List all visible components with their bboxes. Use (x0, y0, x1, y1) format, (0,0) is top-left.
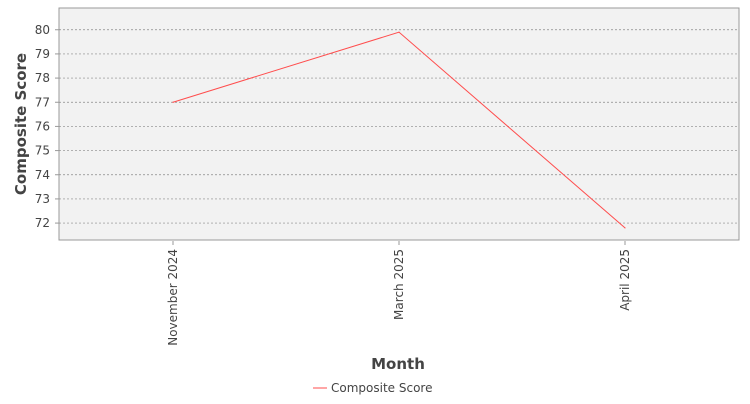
data-point (398, 31, 400, 33)
x-tick-label: November 2024 (166, 249, 180, 346)
x-tick-label: April 2025 (618, 249, 632, 311)
series-layer (172, 31, 626, 229)
y-tick-label: 73 (35, 192, 50, 206)
x-axis-ticks: November 2024 March 2025 April 2025 (166, 241, 632, 346)
data-point (624, 227, 626, 229)
y-tick-label: 77 (35, 95, 50, 109)
y-tick-label: 74 (35, 168, 50, 182)
y-tick-label: 72 (35, 216, 50, 230)
y-axis-title: Composite Score (12, 53, 30, 195)
y-tick-label: 78 (35, 71, 50, 85)
y-tick-label: 80 (35, 23, 50, 37)
y-tick-label: 79 (35, 47, 50, 61)
y-tick-label: 75 (35, 144, 50, 158)
data-point (172, 101, 174, 103)
x-axis-title: Month (371, 355, 425, 373)
y-tick-label: 76 (35, 119, 50, 133)
grid-lines (59, 29, 739, 224)
plot-background (58, 7, 740, 241)
legend: Composite Score (313, 381, 432, 395)
y-axis-ticks: 72 73 74 75 76 77 78 79 80 (35, 23, 59, 230)
x-tick-label: March 2025 (392, 249, 406, 320)
legend-label: Composite Score (331, 381, 432, 395)
